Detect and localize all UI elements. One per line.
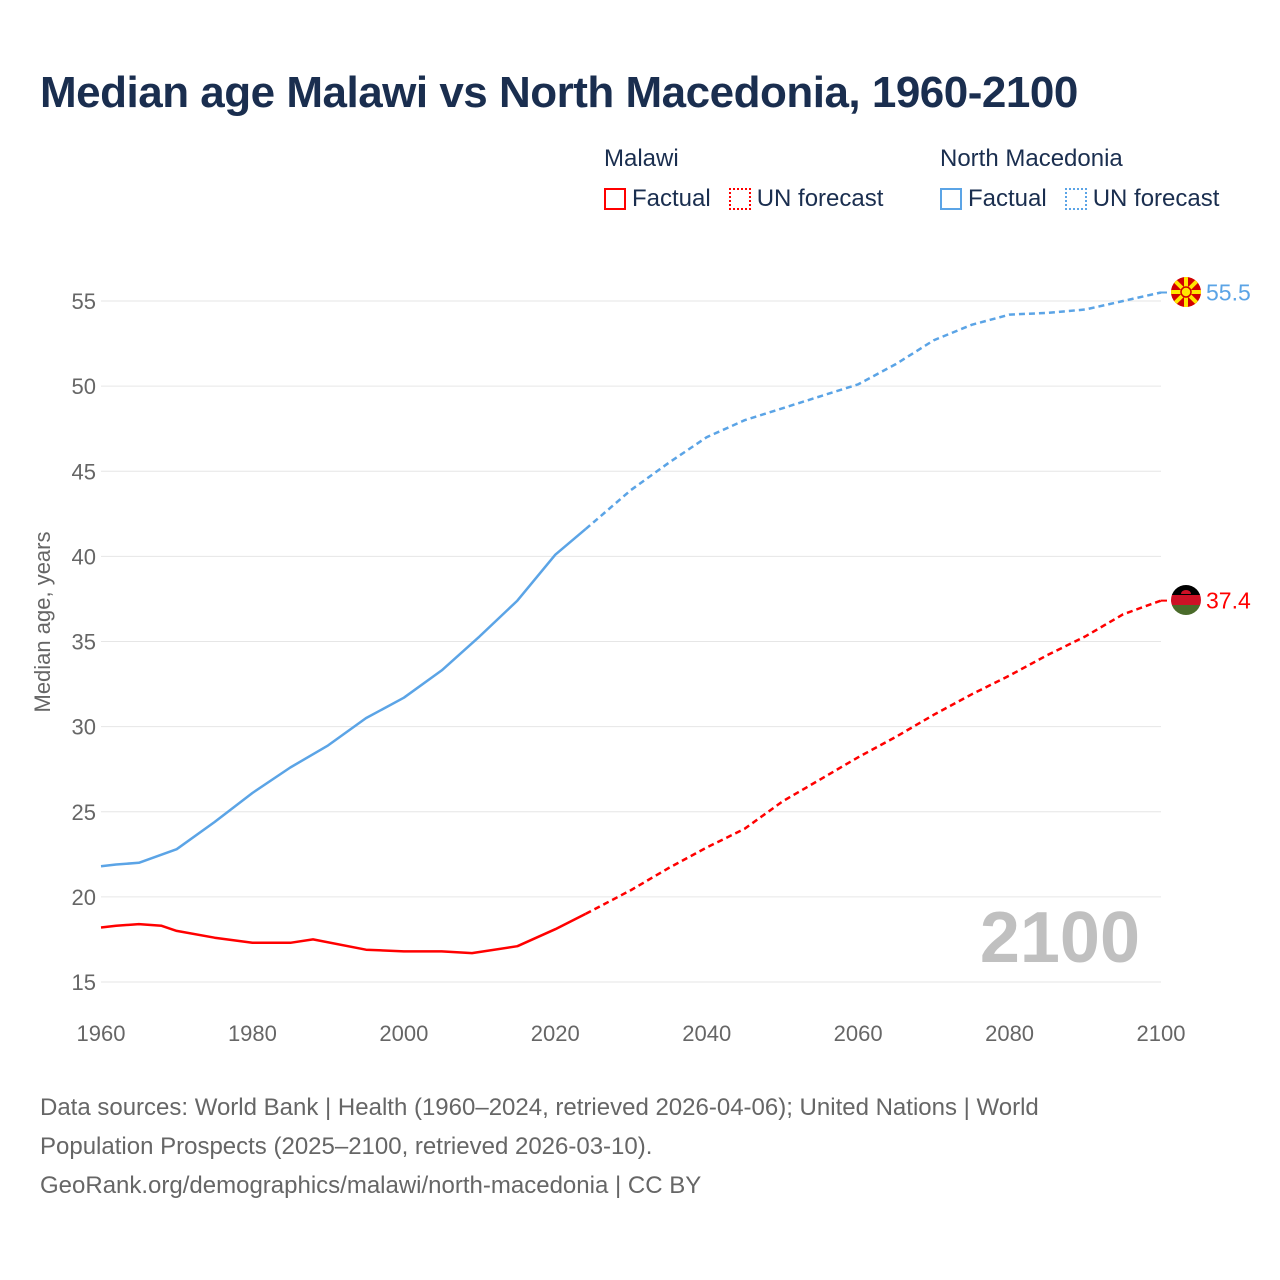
footer-link[interactable]: GeoRank.org/demographics/malawi/north-ma… [40, 1172, 702, 1199]
chart-title: Median age Malawi vs North Macedonia, 19… [40, 68, 1078, 117]
x-tick-label: 2080 [985, 1021, 1034, 1046]
solid-swatch-icon [940, 188, 962, 210]
x-tick-label: 2100 [1137, 1021, 1186, 1046]
legend-group-label: Malawi [604, 145, 679, 172]
solid-swatch-icon [604, 188, 626, 210]
legend-label: UN forecast [756, 185, 884, 212]
legend-label: UN forecast [1092, 185, 1220, 212]
x-tick-label: 1960 [77, 1021, 126, 1046]
y-tick-label: 40 [72, 544, 96, 569]
y-tick-label: 20 [72, 885, 96, 910]
legend-label: Factual [968, 185, 1047, 212]
north-macedonia-end-label: 55.5 [1206, 279, 1251, 305]
malawi-factual-line [100, 912, 587, 955]
legend-nmk-forecast[interactable]: UN forecast [1064, 185, 1220, 213]
footer-line: Population Prospects (2025–2100, retriev… [40, 1133, 653, 1160]
north-macedonia-forecast-line [584, 291, 1162, 531]
y-tick-label: 35 [72, 630, 96, 655]
legend-label: Factual [632, 185, 711, 212]
x-tick-label: 1980 [228, 1021, 277, 1046]
y-axis-label: Median age, years [30, 532, 55, 713]
malawi-end-label: 37.4 [1206, 588, 1251, 614]
north-macedonia-factual-line [100, 528, 587, 868]
legend-north-macedonia: North Macedonia Factual UN forecast [940, 145, 1219, 213]
y-tick-label: 30 [72, 715, 96, 740]
y-tick-label: 45 [72, 459, 96, 484]
y-tick-label: 55 [72, 289, 96, 314]
footer-sources: Data sources: World Bank | Health (1960–… [40, 1088, 1190, 1205]
year-watermark: 2100 [980, 898, 1140, 978]
y-tick-label: 15 [72, 970, 96, 995]
legend-group-label: North Macedonia [940, 145, 1123, 172]
malawi-forecast-line [585, 599, 1162, 916]
malawi-flag-icon [1171, 585, 1201, 615]
dotted-swatch-icon [728, 188, 751, 210]
x-tick-label: 2040 [682, 1021, 731, 1046]
north-macedonia-flag-icon [1171, 277, 1201, 307]
legend-malawi-factual[interactable]: Factual [604, 185, 711, 213]
legend-malawi: Malawi Factual UN forecast [604, 145, 883, 213]
legend-malawi-forecast[interactable]: UN forecast [728, 185, 884, 213]
x-tick-label: 2000 [379, 1021, 428, 1046]
x-tick-label: 2020 [531, 1021, 580, 1046]
y-tick-label: 25 [72, 800, 96, 825]
y-tick-label: 50 [72, 374, 96, 399]
legend-nmk-factual[interactable]: Factual [940, 185, 1047, 213]
footer-line: Data sources: World Bank | Health (1960–… [40, 1094, 1039, 1121]
dotted-swatch-icon [1064, 188, 1087, 210]
x-tick-label: 2060 [834, 1021, 883, 1046]
